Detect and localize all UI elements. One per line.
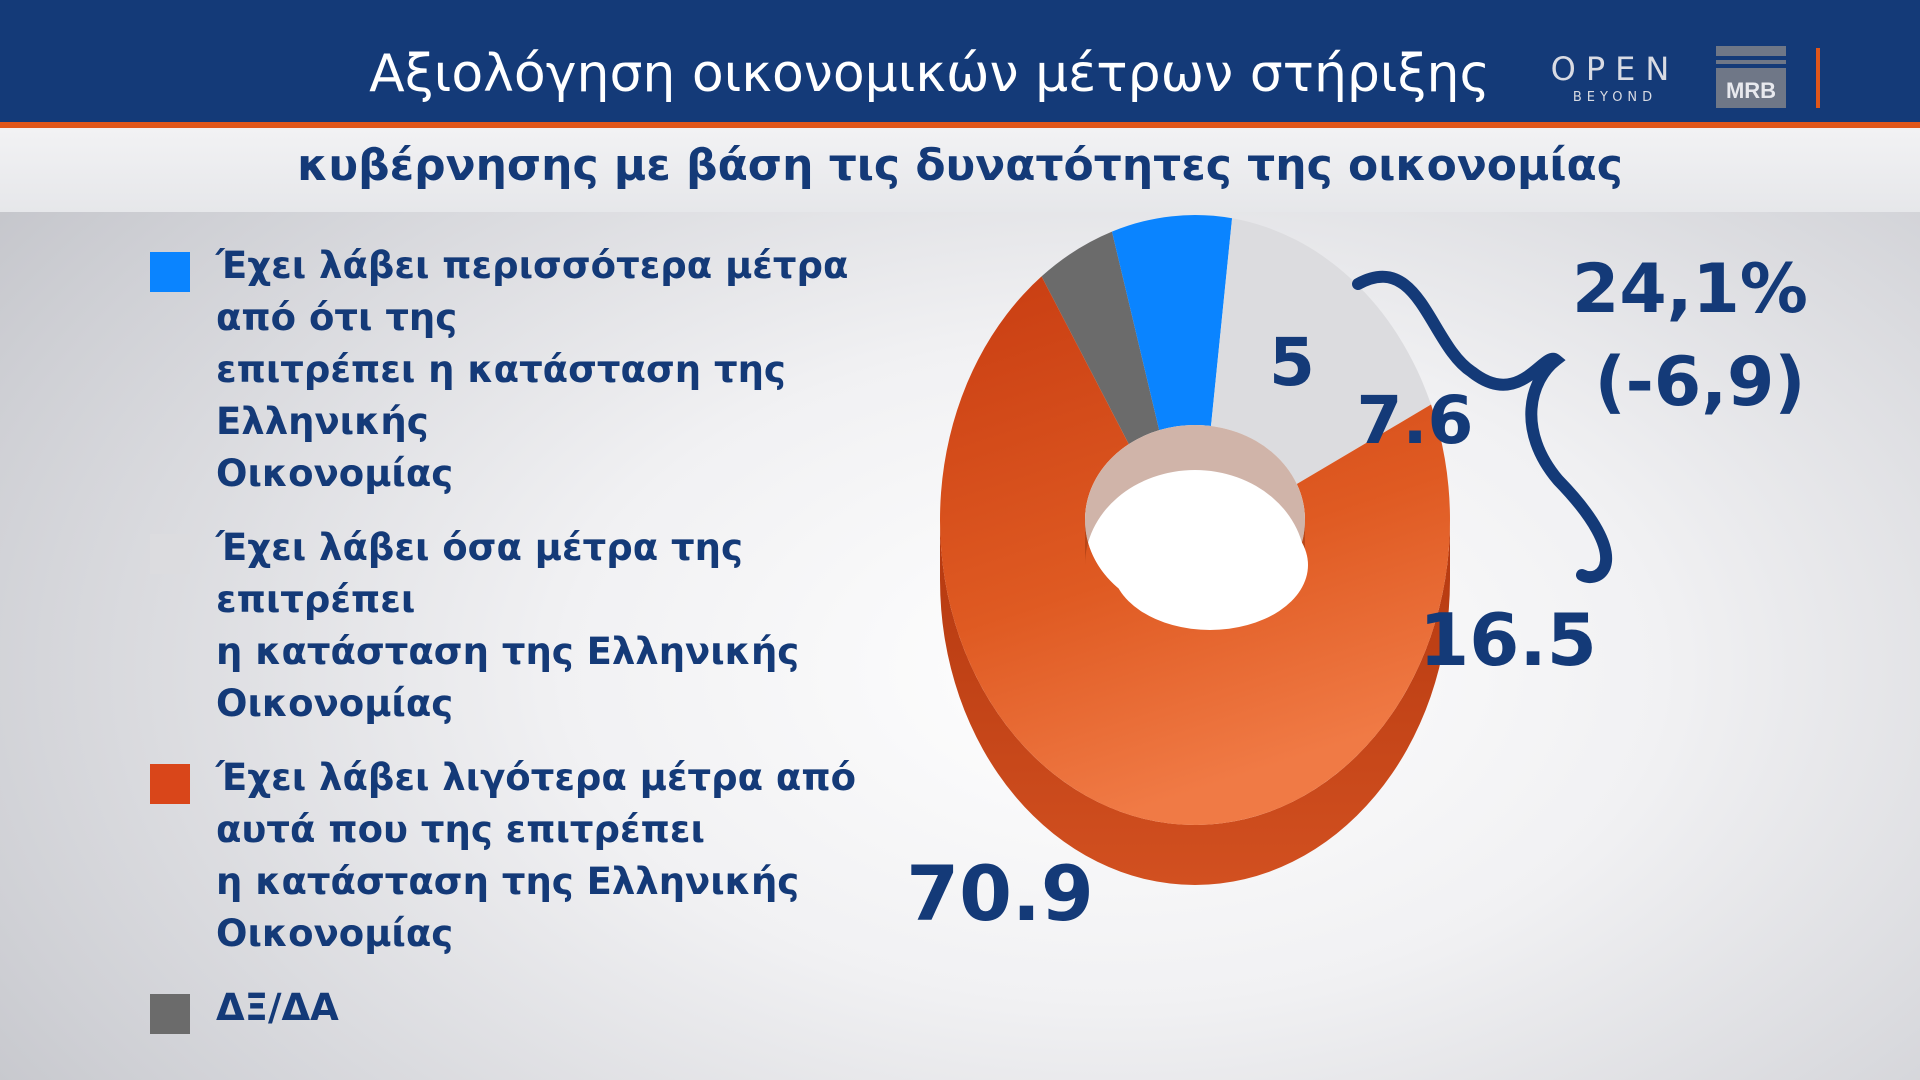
annotation-change: (-6,9) xyxy=(1595,343,1806,422)
logo-divider xyxy=(1816,48,1820,108)
subtitle-bar xyxy=(0,128,1920,212)
data-label-more: 7.6 xyxy=(1357,382,1474,459)
legend-swatch-less xyxy=(150,764,190,804)
legend-label-enough: Έχει λάβει όσα μέτρα της επιτρέπει η κατ… xyxy=(216,526,800,725)
mrb-logo: MRB xyxy=(1716,46,1786,108)
legend-label-less: Έχει λάβει λιγότερα μέτρα από αυτά που τ… xyxy=(216,756,857,955)
annotation-value: 24,1% xyxy=(1572,250,1808,329)
slice-dk xyxy=(1041,231,1160,445)
logo-open-subtext: BEYOND xyxy=(1572,90,1658,105)
legend-item-more: Έχει λάβει περισσότερα μέτρα από ότι της… xyxy=(150,240,910,500)
legend-swatch-more xyxy=(150,252,190,292)
legend-label-more: Έχει λάβει περισσότερα μέτρα από ότι της… xyxy=(216,244,849,495)
legend-swatch-enough xyxy=(150,534,190,574)
slice-less xyxy=(939,276,1450,826)
data-labels: 7.6 16.5 70.9 5 xyxy=(906,324,1597,938)
slice-side-less xyxy=(940,520,1450,885)
slice-more xyxy=(1111,214,1233,431)
logo-mrb-text: MRB xyxy=(1725,78,1777,103)
chart-title: Αξιολόγηση οικονομικών μέτρων στήριξης xyxy=(369,44,1490,104)
data-label-dk: 5 xyxy=(1269,324,1315,401)
inner-wall-shade xyxy=(1085,425,1305,565)
legend-item-dk: ΔΞ/ΔΑ xyxy=(150,982,910,1034)
open-beyond-logo: OPEN BEYOND xyxy=(1545,52,1685,105)
legend-label-dk: ΔΞ/ΔΑ xyxy=(216,986,339,1029)
legend-item-less: Έχει λάβει λιγότερα μέτρα από αυτά που τ… xyxy=(150,752,910,960)
logo-open-text: OPEN xyxy=(1550,50,1680,88)
donut-hole-floor xyxy=(1112,500,1308,630)
curly-brace xyxy=(1352,270,1612,584)
donut-sides xyxy=(940,520,1450,885)
legend-item-enough: Έχει λάβει όσα μέτρα της επιτρέπει η κατ… xyxy=(150,522,910,730)
legend-swatch-dk xyxy=(150,994,190,1034)
donut-slices xyxy=(939,214,1450,826)
legend: Έχει λάβει περισσότερα μέτρα από ότι της… xyxy=(150,240,910,1056)
chart-subtitle: κυβέρνησης με βάση τις δυνατότητες της ο… xyxy=(297,140,1623,191)
header-bar xyxy=(0,0,1920,124)
data-label-less: 70.9 xyxy=(906,849,1094,938)
data-label-enough: 16.5 xyxy=(1419,598,1597,682)
header-accent-line xyxy=(0,122,1920,128)
slice-enough xyxy=(1210,218,1432,485)
